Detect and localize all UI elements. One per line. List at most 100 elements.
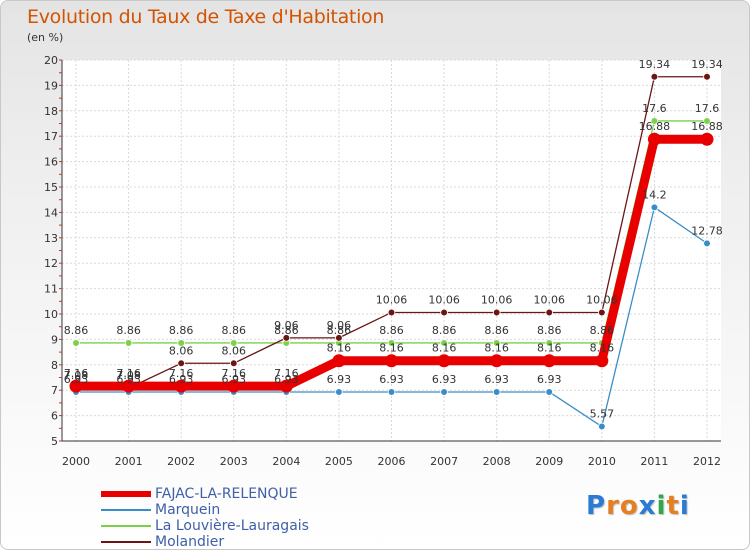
y-tick-label: 19 [44, 79, 58, 92]
data-label: 8.86 [590, 324, 615, 337]
data-label: 8.86 [64, 324, 89, 337]
data-label: 7.16 [222, 367, 247, 380]
data-label: 7.16 [116, 367, 141, 380]
legend-item-la-louviere: La Louvière-Lauragais [101, 518, 361, 535]
data-label: 7.16 [169, 367, 194, 380]
series-point-3 [703, 72, 711, 81]
data-label: 8.86 [537, 324, 562, 337]
series-point-0 [700, 132, 714, 146]
data-label: 16.88 [691, 120, 723, 133]
series-point-2 [440, 339, 448, 347]
series-point-0 [279, 379, 293, 393]
legend-item-molandier: Molandier [101, 534, 361, 549]
series-point-1 [545, 388, 554, 396]
series-point-3 [598, 308, 606, 317]
series-point-0 [647, 132, 661, 146]
legend-label-la-louviere: La Louvière-Lauragais [155, 518, 309, 534]
series-point-2 [545, 339, 554, 347]
legend: FAJAC-LA-RELENQUE Marquein La Louvière-L… [101, 486, 361, 549]
x-tick-label: 2009 [535, 455, 563, 468]
legend-item-marquein: Marquein [101, 502, 361, 519]
data-label: 5.57 [590, 408, 615, 421]
series-point-1 [650, 203, 659, 212]
series-point-1 [492, 388, 501, 396]
x-tick-label: 2005 [325, 455, 353, 468]
data-label: 8.86 [274, 324, 299, 337]
data-label: 17.6 [642, 102, 667, 115]
data-label: 8.86 [484, 324, 509, 337]
series-point-1 [598, 422, 606, 431]
logo-letter: t [666, 491, 680, 521]
label-layer: 8.86 8.86 8.86 8.86 8.86 8.86 8.86 8.86 8.86 8.86… [64, 58, 723, 421]
logo-letter: o [619, 491, 639, 521]
series-point-3 [387, 308, 396, 317]
data-label: 8.86 [379, 324, 404, 337]
y-tick-label: 8 [51, 359, 58, 372]
y-tick-label: 6 [51, 410, 58, 423]
series-point-2 [72, 339, 80, 347]
series-point-0 [542, 354, 556, 368]
logo-letter: i [679, 491, 690, 521]
data-label: 8.86 [169, 324, 194, 337]
logo-letter: P [586, 491, 607, 521]
proxiti-logo: Proxiti [586, 491, 690, 521]
data-label: 6.93 [484, 373, 509, 386]
series-point-1 [440, 388, 448, 396]
data-label: 12.78 [691, 224, 723, 237]
series-layer [69, 72, 714, 431]
data-label: 6.93 [116, 373, 141, 386]
y-tick-label: 15 [44, 181, 58, 194]
data-label: 8.86 [327, 324, 352, 337]
data-label: 10.06 [481, 293, 513, 306]
x-tick-label: 2011 [640, 455, 668, 468]
series-point-1 [387, 388, 396, 396]
series-point-3 [282, 334, 291, 342]
data-label: 8.86 [432, 324, 457, 337]
x-tick-label: 2003 [220, 455, 248, 468]
data-label: 7.08 [64, 369, 89, 382]
data-label: 10.06 [376, 293, 408, 306]
data-label: 6.93 [537, 373, 562, 386]
data-label: 8.06 [169, 344, 194, 357]
series-point-3 [335, 334, 343, 342]
y-tick-label: 18 [44, 105, 58, 118]
series-point-2 [650, 117, 659, 125]
data-label: 19.34 [639, 58, 671, 71]
y-tick-label: 14 [44, 206, 58, 219]
y-tick-label: 12 [44, 257, 58, 270]
data-label: 7.16 [274, 367, 299, 380]
legend-label-fajac: FAJAC-LA-RELENQUE [155, 486, 298, 502]
series-point-0 [122, 379, 136, 393]
y-tick-label: 9 [51, 333, 58, 346]
legend-item-fajac: FAJAC-LA-RELENQUE [101, 486, 361, 503]
series-point-3 [545, 308, 554, 317]
series-point-3 [440, 308, 448, 317]
series-point-0 [227, 379, 241, 393]
series-point-0 [332, 354, 346, 368]
x-tick-label: 2007 [430, 455, 458, 468]
data-label: 19.34 [691, 58, 723, 71]
data-label: 8.86 [116, 324, 141, 337]
x-tick-label: 2006 [378, 455, 406, 468]
series-point-0 [69, 379, 83, 393]
legend-label-marquein: Marquein [155, 502, 221, 518]
y-tick-label: 16 [44, 156, 58, 169]
axis-layer: 5 6 7 8 9 10 11 12 13 14 15 16 17 18 19 20 2000 2001 2002 2… [44, 54, 721, 468]
series-point-0 [490, 354, 504, 368]
x-tick-label: 2000 [62, 455, 90, 468]
series-point-0 [595, 354, 609, 368]
series-point-1 [335, 388, 343, 396]
x-tick-label: 2008 [483, 455, 511, 468]
data-label: 8.16 [327, 342, 352, 355]
unit-label: (en %) [27, 31, 64, 44]
data-label: 6.93 [64, 373, 89, 386]
data-label: 9.06 [327, 319, 352, 332]
data-label: 8.16 [379, 342, 404, 355]
legend-swatch-fajac [101, 491, 151, 497]
data-label: 10.06 [428, 293, 460, 306]
series-point-3 [650, 72, 659, 81]
logo-letter: i [656, 491, 667, 521]
legend-swatch-molandier [101, 541, 151, 543]
series-point-1 [703, 239, 711, 248]
